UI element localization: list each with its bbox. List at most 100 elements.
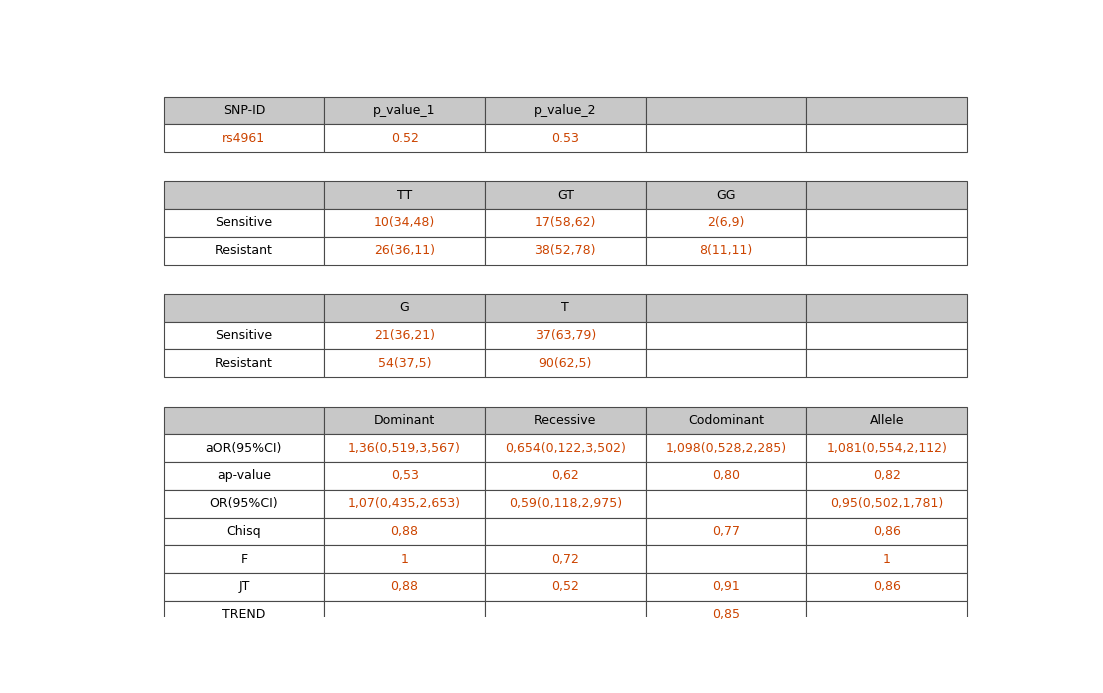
Bar — [163, 490, 324, 518]
Bar — [806, 573, 967, 601]
Text: 2(6,9): 2(6,9) — [707, 216, 745, 229]
Text: OR(95%CI): OR(95%CI) — [210, 497, 278, 510]
Bar — [163, 294, 324, 322]
Text: TT: TT — [397, 188, 413, 202]
Text: 26(36,11): 26(36,11) — [374, 244, 435, 257]
Bar — [485, 545, 645, 573]
Text: p_value_1: p_value_1 — [373, 104, 436, 117]
Bar — [163, 182, 324, 209]
Bar — [163, 601, 324, 629]
Text: 8(11,11): 8(11,11) — [699, 244, 752, 257]
Text: Resistant: Resistant — [215, 357, 272, 370]
Bar — [806, 294, 967, 322]
Bar — [645, 545, 806, 573]
Bar — [485, 573, 645, 601]
Bar — [485, 349, 645, 377]
Text: 0,62: 0,62 — [552, 469, 579, 482]
Bar — [645, 96, 806, 124]
Text: JT: JT — [238, 581, 249, 593]
Bar — [806, 209, 967, 237]
Bar — [163, 462, 324, 490]
Text: F: F — [240, 552, 247, 565]
Bar — [163, 573, 324, 601]
Text: 0,85: 0,85 — [713, 608, 740, 621]
Bar — [485, 209, 645, 237]
Bar — [163, 349, 324, 377]
Bar — [163, 518, 324, 545]
Text: 17(58,62): 17(58,62) — [535, 216, 596, 229]
Text: 0,91: 0,91 — [713, 581, 740, 593]
Bar — [163, 237, 324, 265]
Text: aOR(95%CI): aOR(95%CI) — [205, 441, 282, 455]
Bar — [485, 124, 645, 152]
Text: 0,72: 0,72 — [552, 552, 579, 565]
Text: 90(62,5): 90(62,5) — [538, 357, 592, 370]
Bar — [645, 435, 806, 462]
Bar — [324, 124, 485, 152]
Text: 0,82: 0,82 — [872, 469, 901, 482]
Text: 0,88: 0,88 — [390, 525, 418, 538]
Bar — [485, 294, 645, 322]
Text: 0,52: 0,52 — [552, 581, 579, 593]
Bar — [806, 349, 967, 377]
Text: 21(36,21): 21(36,21) — [374, 329, 435, 342]
Bar — [163, 124, 324, 152]
Text: 10(34,48): 10(34,48) — [374, 216, 436, 229]
Text: 37(63,79): 37(63,79) — [535, 329, 596, 342]
Bar — [806, 182, 967, 209]
Text: ap-value: ap-value — [217, 469, 271, 482]
Bar — [324, 182, 485, 209]
Text: 38(52,78): 38(52,78) — [535, 244, 596, 257]
Bar — [806, 462, 967, 490]
Text: 0,80: 0,80 — [713, 469, 740, 482]
Bar — [485, 601, 645, 629]
Bar — [324, 237, 485, 265]
Bar — [485, 96, 645, 124]
Bar — [645, 407, 806, 435]
Text: GT: GT — [557, 188, 574, 202]
Bar — [163, 96, 324, 124]
Text: p_value_2: p_value_2 — [534, 104, 597, 117]
Bar — [324, 545, 485, 573]
Bar — [645, 462, 806, 490]
Bar — [806, 124, 967, 152]
Bar — [645, 349, 806, 377]
Bar — [163, 407, 324, 435]
Bar — [485, 237, 645, 265]
Text: 0,53: 0,53 — [390, 469, 418, 482]
Text: 0.52: 0.52 — [390, 132, 418, 145]
Bar — [485, 462, 645, 490]
Text: Codominant: Codominant — [688, 414, 764, 427]
Bar — [645, 490, 806, 518]
Text: SNP-ID: SNP-ID — [223, 104, 265, 117]
Bar — [485, 407, 645, 435]
Text: Dominant: Dominant — [374, 414, 436, 427]
Bar — [324, 462, 485, 490]
Text: 0,86: 0,86 — [872, 525, 901, 538]
Bar — [485, 322, 645, 349]
Bar — [324, 96, 485, 124]
Bar — [324, 349, 485, 377]
Bar — [485, 490, 645, 518]
Text: Resistant: Resistant — [215, 244, 272, 257]
Bar — [485, 435, 645, 462]
Bar — [485, 518, 645, 545]
Bar — [324, 573, 485, 601]
Bar — [324, 322, 485, 349]
Bar — [324, 407, 485, 435]
Text: Sensitive: Sensitive — [215, 329, 272, 342]
Text: 1,07(0,435,2,653): 1,07(0,435,2,653) — [349, 497, 461, 510]
Text: Recessive: Recessive — [534, 414, 597, 427]
Text: 0,86: 0,86 — [872, 581, 901, 593]
Text: 1,081(0,554,2,112): 1,081(0,554,2,112) — [826, 441, 947, 455]
Bar — [485, 182, 645, 209]
Bar — [806, 322, 967, 349]
Text: 54(37,5): 54(37,5) — [378, 357, 431, 370]
Text: GG: GG — [716, 188, 736, 202]
Bar — [645, 124, 806, 152]
Bar — [163, 435, 324, 462]
Text: 1: 1 — [882, 552, 890, 565]
Bar — [645, 573, 806, 601]
Text: rs4961: rs4961 — [223, 132, 266, 145]
Bar — [806, 237, 967, 265]
